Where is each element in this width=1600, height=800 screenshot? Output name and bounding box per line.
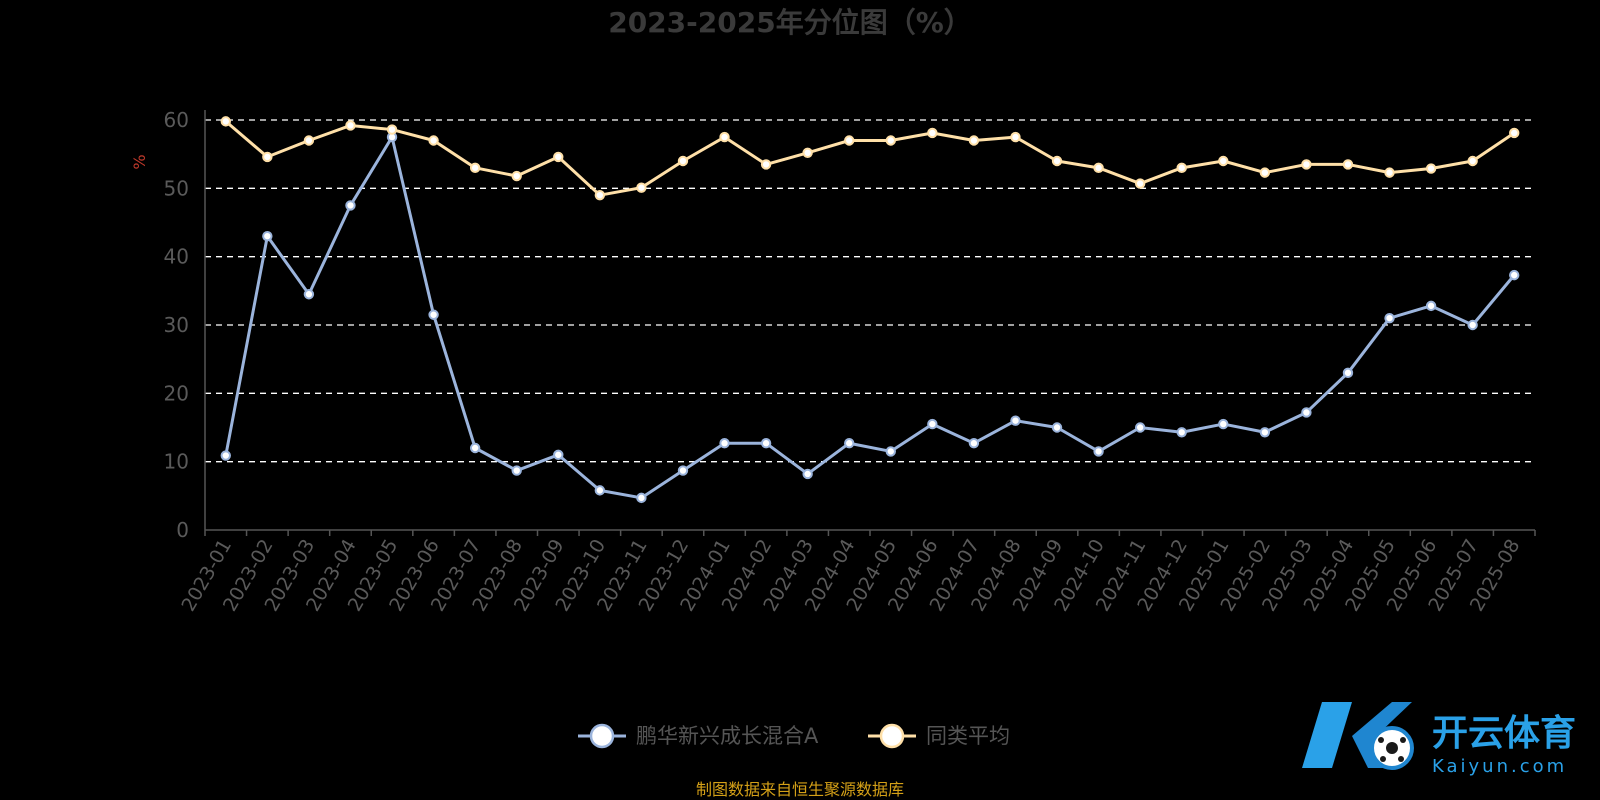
y-tick-label: 30 xyxy=(164,313,189,337)
data-point xyxy=(885,446,896,457)
data-point xyxy=(677,155,689,167)
data-point xyxy=(968,438,980,449)
legend-label: 同类平均 xyxy=(926,724,1010,748)
data-point xyxy=(220,450,231,461)
data-point xyxy=(1134,422,1146,433)
data-point xyxy=(428,135,439,146)
data-point xyxy=(553,151,564,163)
axes: 01020304050602023-012023-022023-032023-0… xyxy=(164,108,1536,615)
data-point xyxy=(303,135,315,146)
data-point xyxy=(719,131,730,143)
y-tick-label: 60 xyxy=(164,108,189,132)
series-line xyxy=(224,135,1516,500)
series-line xyxy=(224,120,1516,197)
data-point xyxy=(760,159,772,170)
data-point xyxy=(1467,155,1478,167)
data-point xyxy=(1010,131,1021,143)
grid-lines xyxy=(205,119,1535,463)
legend-label: 鹏华新兴成长混合A xyxy=(636,724,819,748)
y-tick-label: 20 xyxy=(164,381,189,405)
data-point xyxy=(1384,167,1395,178)
data-point xyxy=(386,124,398,135)
data-point xyxy=(1259,167,1271,178)
data-point xyxy=(1384,312,1395,324)
data-point xyxy=(1301,407,1312,418)
data-point xyxy=(1342,367,1354,379)
data-point xyxy=(1509,269,1520,281)
data-point xyxy=(802,147,813,159)
data-point xyxy=(1051,155,1063,167)
legend-item-2[interactable]: 同类平均 xyxy=(868,723,1010,749)
data-point xyxy=(927,418,938,430)
data-point xyxy=(636,182,647,193)
data-point xyxy=(1218,418,1229,430)
brand-watermark: 开云体育 Kaiyun.com xyxy=(1302,702,1576,777)
data-point xyxy=(303,289,315,300)
data-point xyxy=(844,438,855,449)
data-point xyxy=(802,468,813,480)
data-point xyxy=(345,120,356,131)
brand-name-cn: 开云体育 xyxy=(1432,713,1576,754)
data-point xyxy=(594,485,606,496)
y-tick-label: 40 xyxy=(164,245,189,269)
data-point xyxy=(511,170,522,182)
legend-marker-icon xyxy=(879,723,905,749)
data-point xyxy=(844,135,855,146)
data-point xyxy=(927,127,938,139)
data-point xyxy=(1010,415,1021,426)
data-point xyxy=(636,492,647,504)
y-tick-label: 0 xyxy=(176,518,189,542)
data-point xyxy=(428,309,439,320)
data-point xyxy=(885,135,896,146)
data-point xyxy=(968,135,980,146)
data-point xyxy=(719,438,730,449)
series-1 xyxy=(220,131,1520,504)
series-lines xyxy=(220,116,1520,504)
data-point xyxy=(1509,127,1520,139)
source-note: 制图数据来自恒生聚源数据库 xyxy=(696,780,904,799)
y-axis-unit: % xyxy=(130,154,149,169)
legend-item-1[interactable]: 鹏华新兴成长混合A xyxy=(578,723,819,749)
data-point xyxy=(594,189,606,201)
data-point xyxy=(1259,427,1271,438)
data-point xyxy=(1051,422,1063,433)
data-point xyxy=(511,465,522,476)
chart-title: 2023-2025年分位图（%） xyxy=(608,6,972,39)
data-point xyxy=(1425,163,1437,174)
data-point xyxy=(1467,319,1478,331)
legend[interactable]: 鹏华新兴成长混合A 同类平均 xyxy=(578,723,1010,749)
data-point xyxy=(1176,427,1187,438)
data-point xyxy=(1176,162,1187,174)
data-point xyxy=(1342,159,1354,170)
y-tick-label: 10 xyxy=(164,450,189,474)
data-point xyxy=(1218,155,1229,167)
data-point xyxy=(262,151,273,163)
data-point xyxy=(677,465,689,476)
legend-marker-icon xyxy=(589,723,615,749)
data-point xyxy=(1425,300,1437,312)
brand-name-en: Kaiyun.com xyxy=(1432,756,1567,777)
data-point xyxy=(1093,162,1104,174)
data-point xyxy=(553,449,564,461)
brand-logo-icon xyxy=(1302,702,1414,770)
data-point xyxy=(1093,446,1104,457)
data-point xyxy=(469,162,481,174)
series-2 xyxy=(220,116,1520,201)
data-point xyxy=(1134,178,1146,189)
data-point xyxy=(760,438,772,449)
data-point xyxy=(1301,159,1312,170)
data-point xyxy=(469,442,481,454)
data-point xyxy=(345,200,356,211)
y-tick-label: 50 xyxy=(164,176,189,200)
data-point xyxy=(262,230,273,242)
data-point xyxy=(220,116,231,127)
